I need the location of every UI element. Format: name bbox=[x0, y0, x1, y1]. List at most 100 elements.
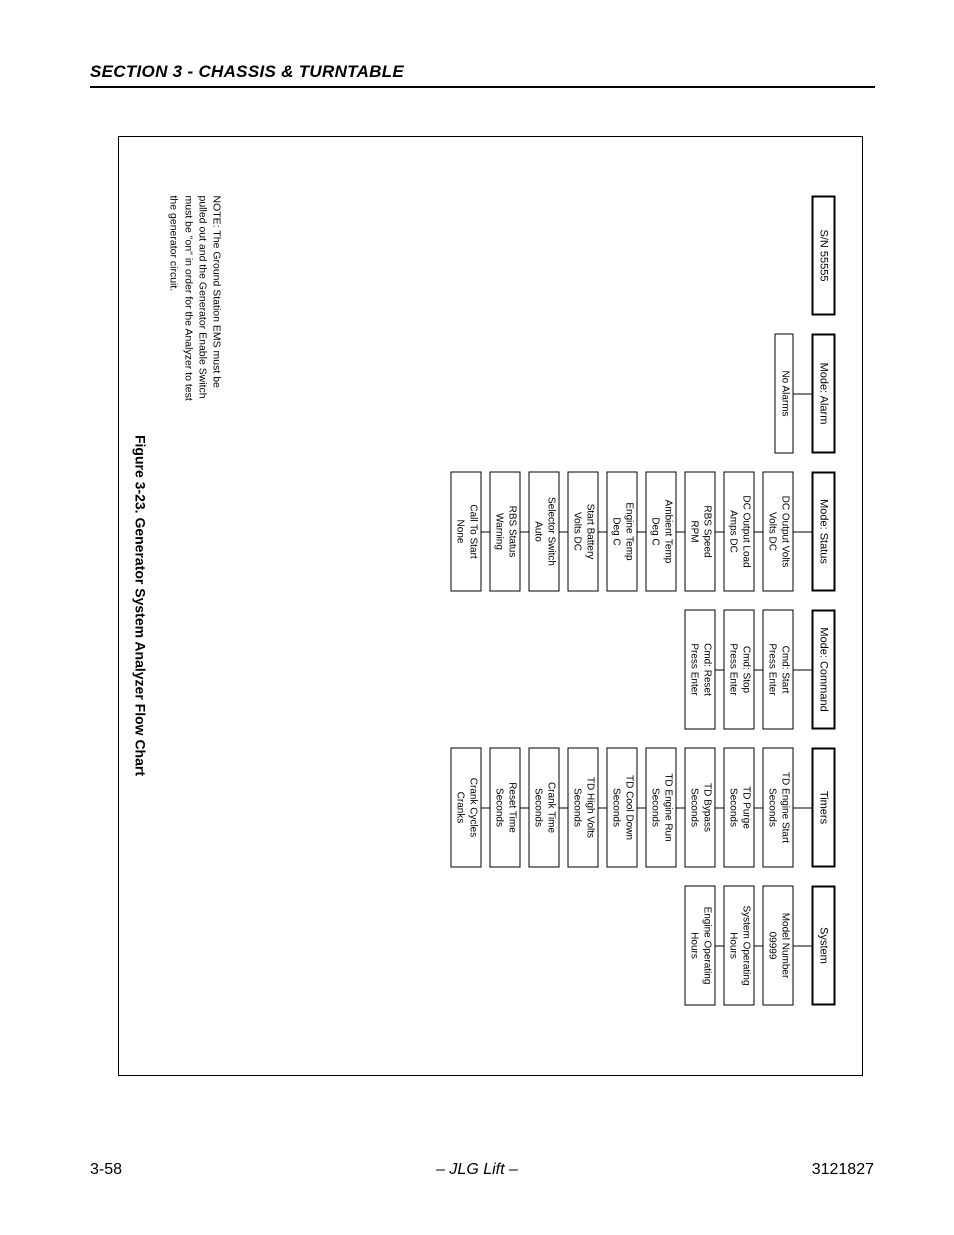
flow-chart: S/N 55555 Mode: AlarmNo Alarms Mode: Statu… bbox=[236, 196, 836, 996]
cell-line1: Model Number bbox=[778, 889, 791, 1003]
connector-line bbox=[716, 945, 724, 946]
cell-line1: TD Purge bbox=[739, 751, 752, 865]
cell-line1: TD Engine Run bbox=[661, 751, 674, 865]
flow-cell: Engine OperatingHours bbox=[685, 886, 716, 1006]
figure-area: S/N 55555 Mode: AlarmNo Alarms Mode: Statu… bbox=[118, 136, 863, 1076]
flow-cell: Cmd: StopPress Enter bbox=[724, 610, 755, 730]
cell-line1: No Alarms bbox=[778, 337, 791, 451]
cell-line1: Start Battery bbox=[583, 475, 596, 589]
flow-cell: Call To StartNone bbox=[451, 472, 482, 592]
cell-line1: TD Cool Down bbox=[622, 751, 635, 865]
cell-line2: Deg C bbox=[610, 475, 623, 589]
cell-line2: Seconds bbox=[610, 751, 623, 865]
connector-line bbox=[560, 807, 568, 808]
cell-line1: TD Engine Start bbox=[778, 751, 791, 865]
flow-cell: TD Engine RunSeconds bbox=[646, 748, 677, 868]
flow-cell: Selector SwitchAuto bbox=[529, 472, 560, 592]
flow-cell: DC Output VoltsVolts DC bbox=[763, 472, 794, 592]
cell-line1: Engine Temp bbox=[622, 475, 635, 589]
flow-cell: RBS StatusWarning bbox=[490, 472, 521, 592]
cell-line2: Seconds bbox=[727, 751, 740, 865]
flow-cell: Crank CyclesCranks bbox=[451, 748, 482, 868]
cell-line2: Volts DC bbox=[766, 475, 779, 589]
cell-line1: Crank Cycles bbox=[466, 751, 479, 865]
flow-column: Mode: StatusDC Output VoltsVolts DCDC Ou… bbox=[451, 472, 836, 592]
connector-line bbox=[482, 531, 490, 532]
cell-line1: TD High Volts bbox=[583, 751, 596, 865]
connector-line bbox=[677, 531, 685, 532]
connector-line bbox=[677, 807, 685, 808]
connector-line bbox=[716, 531, 724, 532]
connector-line bbox=[716, 669, 724, 670]
cell-line1: Crank Time bbox=[544, 751, 557, 865]
page-number: 3-58 bbox=[90, 1161, 122, 1179]
flow-cell: Reset TimeSeconds bbox=[490, 748, 521, 868]
cell-line2: Volts DC bbox=[571, 475, 584, 589]
flow-cell: TD PurgeSeconds bbox=[724, 748, 755, 868]
cell-line1: Cmd: Stop bbox=[739, 613, 752, 727]
flow-column: SystemModel Number09999System OperatingH… bbox=[685, 886, 836, 1006]
cell-line2: Seconds bbox=[493, 751, 506, 865]
flow-cell: Model Number09999 bbox=[763, 886, 794, 1006]
header-rule bbox=[90, 86, 875, 88]
connector-line bbox=[521, 807, 529, 808]
cell-line2: Seconds bbox=[649, 751, 662, 865]
connector-line bbox=[638, 531, 646, 532]
section-title: SECTION 3 - CHASSIS & TURNTABLE bbox=[90, 62, 404, 82]
connector-line bbox=[638, 807, 646, 808]
cell-line2: Deg C bbox=[649, 475, 662, 589]
cell-line2: Cranks bbox=[454, 751, 467, 865]
connector-line bbox=[755, 807, 763, 808]
column-header: Mode: Status bbox=[812, 472, 836, 592]
connector-line bbox=[794, 945, 812, 946]
flow-cell: Engine TempDeg C bbox=[607, 472, 638, 592]
cell-line1: Cmd: Reset bbox=[700, 613, 713, 727]
cell-line1: Reset Time bbox=[505, 751, 518, 865]
cell-line1: Selector Switch bbox=[544, 475, 557, 589]
connector-line bbox=[794, 531, 812, 532]
flow-cell: TD High VoltsSeconds bbox=[568, 748, 599, 868]
cell-line1: RBS Speed bbox=[700, 475, 713, 589]
footer-center: – JLG Lift – bbox=[436, 1161, 518, 1179]
cell-line2: Auto bbox=[532, 475, 545, 589]
cell-line2: None bbox=[454, 475, 467, 589]
connector-line bbox=[755, 669, 763, 670]
connector-line bbox=[599, 807, 607, 808]
doc-number: 3121827 bbox=[812, 1161, 874, 1179]
cell-line1: DC Output Volts bbox=[778, 475, 791, 589]
column-header: Timers bbox=[812, 748, 836, 868]
flow-cell: DC Output LoadAmps DC bbox=[724, 472, 755, 592]
connector-line bbox=[599, 531, 607, 532]
cell-line2: 09999 bbox=[766, 889, 779, 1003]
flow-column: Mode: AlarmNo Alarms bbox=[775, 334, 836, 454]
cell-line2: Warning bbox=[493, 475, 506, 589]
cell-line2: Seconds bbox=[571, 751, 584, 865]
flow-cell: Ambient TempDeg C bbox=[646, 472, 677, 592]
column-header: S/N 55555 bbox=[812, 196, 836, 316]
cell-line2: Hours bbox=[688, 889, 701, 1003]
cell-line1: TD Bypass bbox=[700, 751, 713, 865]
flow-cell: TD BypassSeconds bbox=[685, 748, 716, 868]
cell-line2: Seconds bbox=[688, 751, 701, 865]
flow-cell: Start BatteryVolts DC bbox=[568, 472, 599, 592]
flow-cell: Cmd: StartPress Enter bbox=[763, 610, 794, 730]
cell-line1: Engine Operating bbox=[700, 889, 713, 1003]
flow-cell: TD Cool DownSeconds bbox=[607, 748, 638, 868]
connector-line bbox=[482, 807, 490, 808]
cell-line2: RPM bbox=[688, 475, 701, 589]
cell-line2: Hours bbox=[727, 889, 740, 1003]
cell-line2: Press Enter bbox=[688, 613, 701, 727]
flow-cell: Cmd: ResetPress Enter bbox=[685, 610, 716, 730]
cell-line1: Cmd: Start bbox=[778, 613, 791, 727]
column-header: System bbox=[812, 886, 836, 1006]
connector-line bbox=[794, 807, 812, 808]
cell-line2: Press Enter bbox=[766, 613, 779, 727]
cell-line2: Press Enter bbox=[727, 613, 740, 727]
cell-line1: RBS Status bbox=[505, 475, 518, 589]
cell-line1: DC Output Load bbox=[739, 475, 752, 589]
flow-column: TimersTD Engine StartSecondsTD PurgeSeco… bbox=[451, 748, 836, 868]
cell-line2: Seconds bbox=[532, 751, 545, 865]
cell-line2: Amps DC bbox=[727, 475, 740, 589]
connector-line bbox=[794, 393, 812, 394]
figure-note: NOTE: The Ground Station EMS must be pul… bbox=[167, 196, 224, 416]
